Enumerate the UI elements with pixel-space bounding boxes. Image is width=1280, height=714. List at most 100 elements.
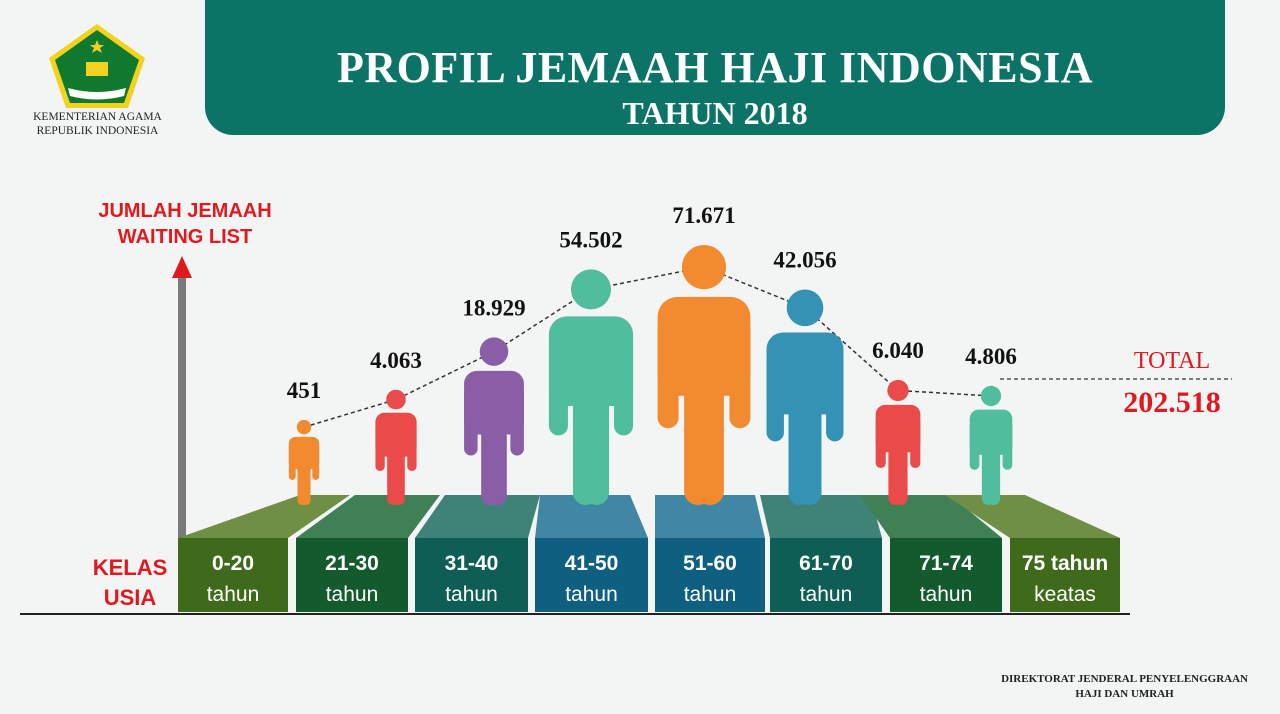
figure-torso	[375, 412, 417, 457]
age-block: 21-30 tahun	[296, 495, 440, 612]
figure-arm	[969, 419, 980, 470]
figure-head	[786, 289, 824, 327]
block-top	[945, 495, 1120, 538]
page-title: PROFIL JEMAAH HAJI INDONESIA	[337, 43, 1093, 92]
figure-torso	[464, 370, 524, 435]
figure-head	[386, 389, 406, 410]
figure-arm	[312, 444, 320, 480]
figure-torso	[766, 332, 844, 415]
page-subtitle: TAHUN 2018	[622, 95, 808, 131]
value-label: 71.671	[672, 203, 735, 228]
figure-head	[296, 419, 312, 435]
category-range: 61-70	[799, 552, 853, 575]
block-top	[296, 495, 440, 538]
footer-line1: DIREKTORAT JENDERAL PENYELENGGRAAN	[1001, 673, 1248, 685]
category-unit: tahun	[800, 583, 853, 606]
y-label-line2: WAITING LIST	[118, 226, 252, 248]
figure-leg	[583, 387, 610, 505]
block-top	[415, 495, 540, 538]
value-label: 4.806	[965, 344, 1017, 369]
category-unit: tahun	[920, 583, 973, 606]
block-front	[1010, 538, 1120, 612]
figure-arm	[729, 319, 751, 429]
block-top	[178, 495, 350, 538]
category-range: 31-40	[445, 552, 499, 575]
x-label-line2: USIA	[104, 585, 157, 610]
category-range: 0-20	[212, 552, 254, 575]
age-block: 31-40 tahun	[415, 495, 540, 612]
value-label: 6.040	[872, 338, 924, 363]
person-figure	[657, 245, 751, 505]
person-figure	[375, 389, 417, 505]
figure-arm	[910, 415, 921, 469]
header-banner: PROFIL JEMAAH HAJI INDONESIA TAHUN 2018	[205, 0, 1225, 135]
figure-torso	[875, 404, 921, 453]
figure-leg	[987, 445, 1001, 505]
block-front	[770, 538, 882, 612]
figure-head	[479, 337, 509, 366]
age-block: 51-60 tahun	[655, 495, 765, 612]
figure-torso	[548, 316, 634, 406]
figure-arm	[875, 415, 886, 469]
category-unit: tahun	[684, 583, 737, 606]
org-line2: REPUBLIK INDONESIA	[36, 125, 159, 137]
figure-arm	[375, 422, 385, 471]
block-front	[655, 538, 765, 612]
block-top	[860, 495, 1002, 538]
figure-head	[681, 245, 727, 290]
figure-arm	[288, 444, 296, 480]
y-axis: JUMLAH JEMAAH WAITING LIST KELAS USIA	[20, 200, 1130, 615]
figure-leg	[489, 421, 507, 505]
person-figure	[464, 337, 524, 505]
category-unit: tahun	[207, 583, 260, 606]
figure-head	[980, 385, 1002, 407]
arrow-up-icon	[172, 256, 192, 278]
category-unit: tahun	[565, 583, 618, 606]
value-label: 42.056	[773, 247, 836, 272]
figure-head	[570, 269, 612, 310]
figure-arm	[826, 350, 844, 442]
figure-head	[887, 379, 909, 402]
block-front	[178, 538, 288, 612]
x-label-line1: KELAS	[93, 555, 168, 580]
person-figure	[548, 269, 634, 505]
figure-leg	[301, 462, 311, 505]
block-top	[535, 495, 648, 538]
category-unit: keatas	[1034, 583, 1096, 606]
person-figure	[875, 379, 921, 505]
figure-arm	[766, 350, 784, 442]
figure-arm	[1002, 419, 1013, 470]
figure-leg	[392, 447, 405, 505]
category-range: 51-60	[683, 552, 737, 575]
trend-line	[303, 266, 992, 428]
footer: DIREKTORAT JENDERAL PENYELENGGRAAN HAJI …	[1001, 672, 1248, 702]
block-front	[890, 538, 1002, 612]
age-block: 71-74 tahun	[860, 495, 1002, 612]
figure-leg	[696, 374, 724, 505]
block-top	[655, 495, 765, 538]
value-label: 18.929	[462, 295, 525, 320]
figure-arm	[510, 385, 524, 456]
category-range: 41-50	[565, 552, 619, 575]
person-figure	[766, 289, 844, 505]
category-range: 71-74	[919, 552, 973, 575]
person-figure	[288, 419, 320, 505]
y-label-line1: JUMLAH JEMAAH	[98, 200, 271, 222]
block-front	[415, 538, 528, 612]
figure-arm	[548, 336, 568, 436]
figure-arm	[407, 422, 417, 471]
figure-arm	[464, 385, 478, 456]
value-label: 4.063	[370, 348, 422, 373]
block-front	[535, 538, 648, 612]
category-unit: tahun	[326, 583, 379, 606]
figure-torso	[969, 409, 1013, 455]
ministry-logo	[49, 24, 145, 108]
total-label: TOTAL	[1134, 348, 1210, 374]
figure-leg	[894, 442, 908, 505]
category-range: 21-30	[325, 552, 379, 575]
figure-arm	[614, 336, 634, 436]
age-block: 61-70 tahun	[760, 495, 882, 612]
footer-line2: HAJI DAN UMRAH	[1075, 688, 1174, 700]
total-value: 202.518	[1123, 386, 1221, 419]
